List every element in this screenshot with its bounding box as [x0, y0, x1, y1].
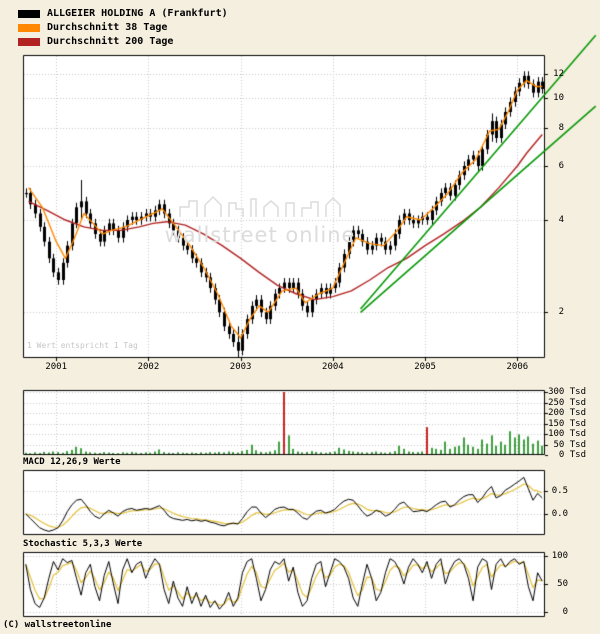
legend-item: Durchschnitt 200 Tage	[18, 35, 228, 48]
chart-legend: ALLGEIER HOLDING A (Frankfurt) Durchschn…	[18, 7, 228, 49]
legend-color-swatch	[18, 37, 40, 46]
legend-color-swatch	[18, 9, 40, 18]
stochastic-panel-title: Stochastic 5,3,3 Werte	[23, 539, 143, 549]
year-x-tick-label: 2004	[322, 362, 344, 372]
volume-y-tick-label: 200 Tsd	[548, 408, 586, 419]
volume-y-tick-label: 50 Tsd	[553, 439, 586, 450]
price-y-tick-label: 10	[553, 92, 564, 103]
volume-y-tick-label: 300 Tsd	[548, 387, 586, 398]
stochastic-y-tick-label: 0	[562, 606, 568, 617]
price-y-tick-label: 2	[558, 307, 564, 318]
legend-label: Durchschnitt 200 Tage	[47, 36, 174, 47]
volume-y-tick-label: 250 Tsd	[548, 397, 586, 408]
legend-color-swatch	[18, 23, 40, 32]
year-x-tick-label: 2003	[229, 362, 252, 372]
year-x-tick-label: 2006	[506, 362, 529, 372]
macd-y-tick-label: 0.5	[551, 486, 568, 497]
stochastic-y-tick-label: 50	[557, 578, 568, 589]
macd-panel-title: MACD 12,26,9 Werte	[23, 457, 121, 467]
year-x-tick-label: 2005	[414, 362, 436, 372]
macd-y-tick-label: 0.0	[551, 508, 568, 519]
price-y-tick-label: 6	[558, 160, 564, 171]
scale-note: 1 Wert entspricht 1 Tag	[27, 341, 138, 350]
volume-y-tick-label: 150 Tsd	[548, 418, 586, 429]
year-x-tick-label: 2002	[137, 362, 160, 372]
legend-label: Durchschnitt 38 Tage	[47, 22, 168, 33]
legend-item: ALLGEIER HOLDING A (Frankfurt)	[18, 7, 228, 20]
stochastic-y-tick-label: 100	[551, 550, 568, 561]
price-y-tick-label: 12	[553, 68, 564, 79]
price-y-tick-label: 4	[558, 215, 564, 225]
copyright-footer: (C) wallstreetonline	[3, 620, 112, 630]
price-y-tick-label: 8	[558, 122, 564, 133]
legend-item: Durchschnitt 38 Tage	[18, 21, 228, 34]
legend-label: ALLGEIER HOLDING A (Frankfurt)	[47, 8, 228, 19]
volume-y-tick-label: 0 Tsd	[558, 450, 586, 460]
volume-y-tick-label: 100 Tsd	[548, 429, 586, 440]
year-x-tick-label: 2001	[45, 362, 68, 372]
